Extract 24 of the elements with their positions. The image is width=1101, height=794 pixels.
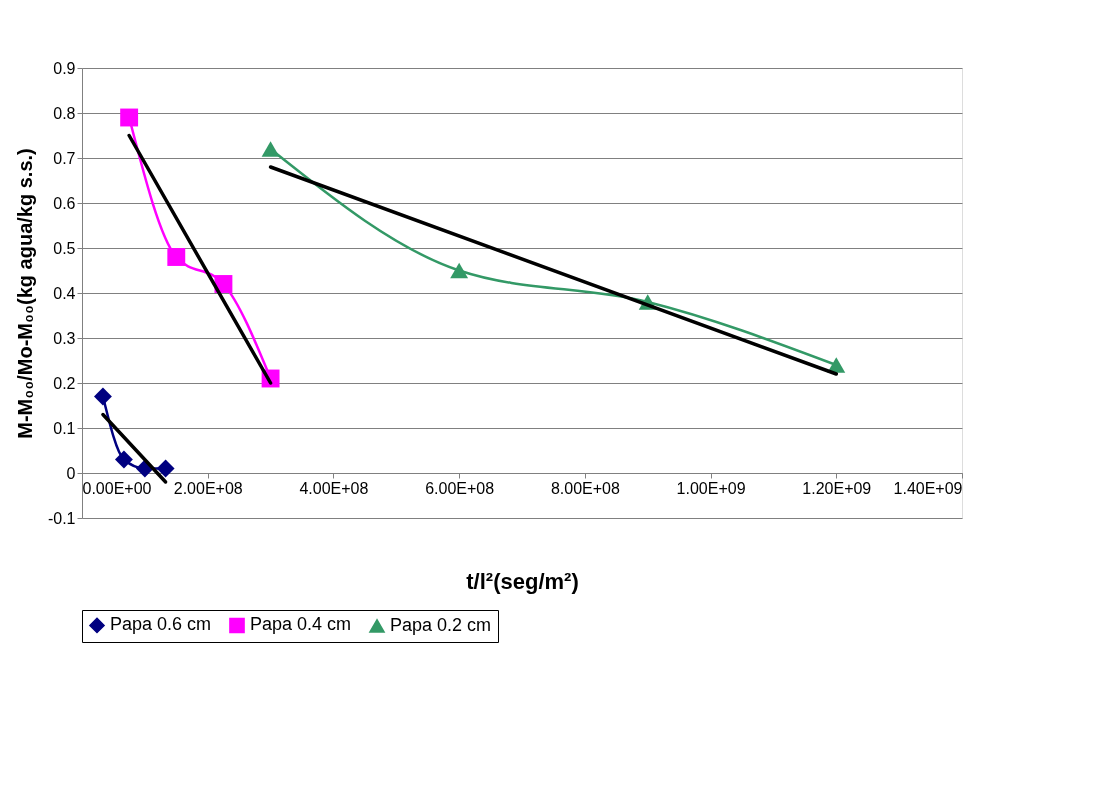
x-axis-title: t/l²(seg/m²): [466, 568, 579, 594]
x-tick-label: 6.00E+08: [425, 479, 495, 497]
y-tick-label: -0.1: [47, 509, 76, 527]
y-tick-label: 0.7: [53, 149, 76, 167]
x-tick-label: 2.00E+08: [173, 479, 243, 497]
legend-label: Papa 0.2 cm: [390, 614, 492, 635]
y-tick-label: 0.1: [53, 419, 76, 437]
x-tick-label: 0.00E+00: [82, 479, 152, 497]
legend-label: Papa 0.6 cm: [110, 614, 212, 635]
y-tick-label: 0.3: [53, 329, 76, 347]
x-tick-label: 1.20E+09: [802, 479, 872, 497]
y-tick-label: 0.4: [53, 284, 76, 302]
x-tick-label: 1.00E+09: [676, 479, 746, 497]
y-tick-label: 0.2: [53, 374, 76, 392]
y-tick-label: 0.5: [53, 239, 76, 257]
y-tick-label: 0.6: [53, 194, 76, 212]
x-tick-label: 4.00E+08: [299, 479, 369, 497]
y-tick-label: 0.9: [53, 59, 76, 77]
y-axis-title: M-M₀₀/Mo-M₀₀(kg agua/kg s.s.): [13, 148, 36, 439]
x-tick-label: 8.00E+08: [550, 479, 620, 497]
x-tick-label: 1.40E+09: [893, 479, 963, 497]
y-tick-label: 0.8: [53, 104, 76, 122]
legend-label: Papa 0.4 cm: [250, 614, 352, 635]
y-tick-label: 0: [66, 464, 76, 482]
